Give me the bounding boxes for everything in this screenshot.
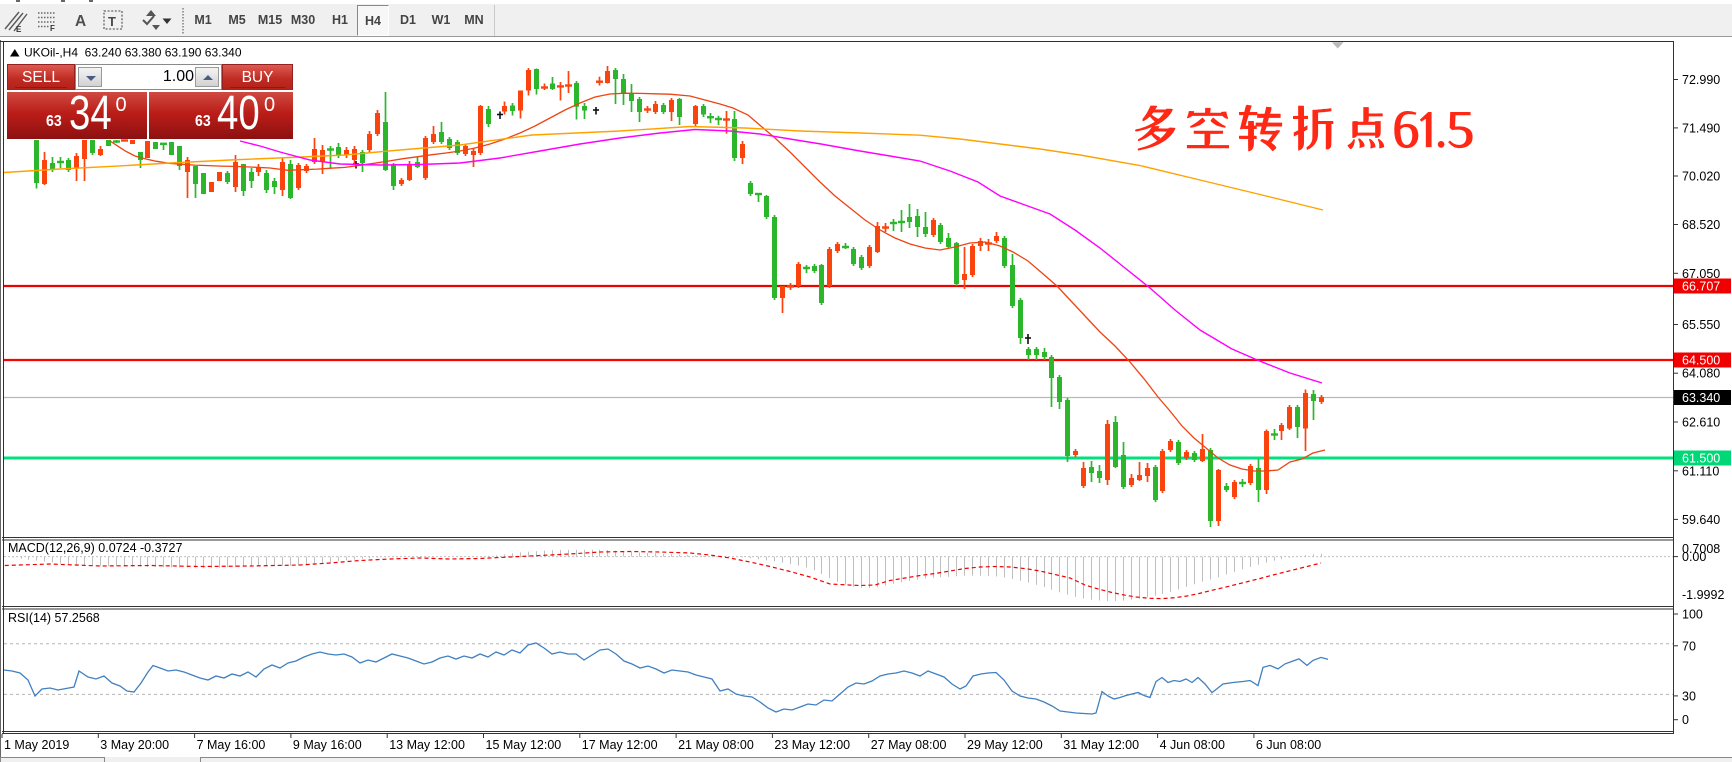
svg-text:T: T bbox=[108, 14, 116, 29]
svg-text:0.00: 0.00 bbox=[1682, 550, 1706, 564]
svg-text:21 May 08:00: 21 May 08:00 bbox=[678, 738, 754, 752]
svg-text:31 May 12:00: 31 May 12:00 bbox=[1063, 738, 1139, 752]
svg-text:23 May 12:00: 23 May 12:00 bbox=[774, 738, 850, 752]
svg-text:64.080: 64.080 bbox=[1682, 367, 1720, 381]
svg-text:0: 0 bbox=[1682, 713, 1689, 727]
svg-text:17 May 12:00: 17 May 12:00 bbox=[582, 738, 658, 752]
svg-text:RSI(14) 57.2568: RSI(14) 57.2568 bbox=[8, 611, 100, 625]
svg-text:62.610: 62.610 bbox=[1682, 416, 1720, 430]
svg-text:65.550: 65.550 bbox=[1682, 318, 1720, 332]
svg-text:MACD(12,26,9) 0.0724 -0.3727: MACD(12,26,9) 0.0724 -0.3727 bbox=[8, 541, 182, 555]
svg-text:9 May 16:00: 9 May 16:00 bbox=[293, 738, 362, 752]
svg-text:61.500: 61.500 bbox=[1682, 452, 1720, 466]
svg-text:3 May 20:00: 3 May 20:00 bbox=[100, 738, 169, 752]
svg-text:72.990: 72.990 bbox=[1682, 73, 1720, 87]
svg-text:7 May 16:00: 7 May 16:00 bbox=[197, 738, 266, 752]
svg-text:27 May 08:00: 27 May 08:00 bbox=[871, 738, 947, 752]
svg-text:100: 100 bbox=[1682, 608, 1703, 622]
svg-text:E: E bbox=[16, 25, 22, 34]
svg-text:67.050: 67.050 bbox=[1682, 267, 1720, 281]
svg-text:29 May 12:00: 29 May 12:00 bbox=[967, 738, 1043, 752]
svg-text:6 Jun 08:00: 6 Jun 08:00 bbox=[1256, 738, 1321, 752]
svg-text:13 May 12:00: 13 May 12:00 bbox=[389, 738, 465, 752]
svg-text:70: 70 bbox=[1682, 639, 1696, 653]
svg-text:15 May 12:00: 15 May 12:00 bbox=[486, 738, 562, 752]
svg-text:UKOil-,H4 63.240 63.380 63.19: UKOil-,H4 63.240 63.380 63.190 63.340 bbox=[24, 46, 242, 60]
svg-text:F: F bbox=[50, 24, 55, 33]
svg-text:A: A bbox=[75, 13, 86, 30]
svg-text:0.7008: 0.7008 bbox=[1682, 542, 1720, 556]
svg-text:64.500: 64.500 bbox=[1682, 354, 1720, 368]
svg-text:63.340: 63.340 bbox=[1682, 391, 1720, 405]
svg-text:-1.9992: -1.9992 bbox=[1682, 588, 1724, 602]
svg-text:70.020: 70.020 bbox=[1682, 170, 1720, 184]
svg-text:68.520: 68.520 bbox=[1682, 218, 1720, 232]
svg-text:66.707: 66.707 bbox=[1682, 280, 1720, 294]
svg-text:59.640: 59.640 bbox=[1682, 513, 1720, 527]
svg-text:4 Jun 08:00: 4 Jun 08:00 bbox=[1160, 738, 1225, 752]
svg-text:1 May 2019: 1 May 2019 bbox=[4, 738, 69, 752]
svg-text:30: 30 bbox=[1682, 689, 1696, 703]
svg-text:71.490: 71.490 bbox=[1682, 121, 1720, 135]
svg-text:61.110: 61.110 bbox=[1682, 464, 1719, 478]
